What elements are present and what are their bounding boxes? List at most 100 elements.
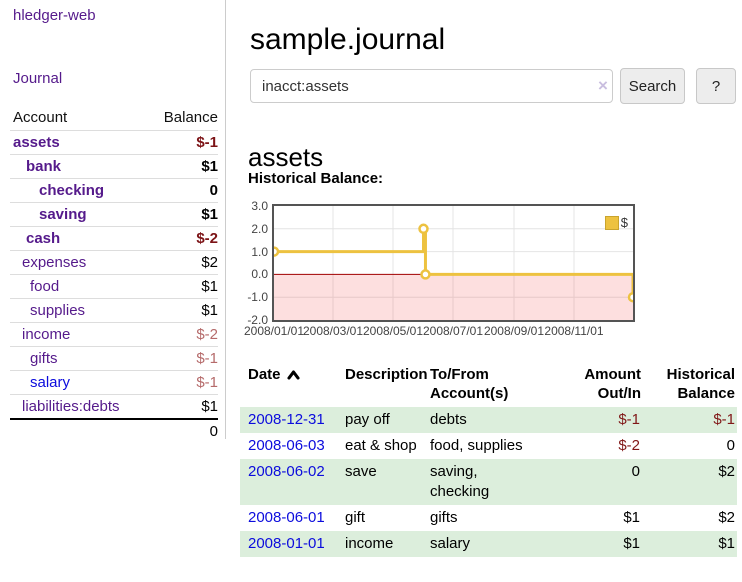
sidebar-account-link[interactable]: salary: [30, 374, 71, 391]
sidebar-account-balance: $-2: [196, 230, 218, 247]
accounts-header-balance: Balance: [163, 109, 218, 126]
register-description-cell: pay off: [345, 411, 390, 428]
balance-chart: $: [272, 204, 635, 322]
column-header-description: Description: [345, 366, 428, 383]
sidebar-account-balance: $1: [201, 158, 218, 175]
sidebar-account-row: expenses $2: [10, 250, 218, 274]
sort-ascending-icon: [286, 366, 300, 385]
sidebar-account-balance: 0: [209, 182, 218, 199]
register-tofrom-cell: saving, checking: [430, 463, 490, 500]
x-axis-tick-label: 2008/01/01: [243, 324, 305, 338]
sidebar-account-balance: $2: [201, 254, 218, 271]
accounts-total-row: 0: [10, 418, 218, 443]
sidebar-account-link[interactable]: food: [30, 278, 60, 295]
sidebar-divider: [225, 0, 226, 439]
chart-legend: $: [604, 215, 628, 230]
chart-canvas: [274, 206, 633, 320]
search-input[interactable]: [250, 69, 613, 103]
register-description-cell: eat & shop: [345, 437, 417, 454]
x-axis-tick-label: 2008/03/01: [302, 324, 364, 338]
transaction-date-link[interactable]: 2008-06-02: [248, 463, 325, 480]
register-date-cell: 2008-06-01: [240, 505, 340, 531]
sidebar-account-link[interactable]: checking: [39, 182, 105, 199]
register-row: 2008-06-03 eat & shop food, supplies $-2 0: [240, 433, 737, 459]
register-description-cell: save: [345, 463, 377, 480]
legend-label: $: [620, 215, 628, 230]
sidebar-account-row: supplies $1: [10, 298, 218, 322]
register-balance-cell: $2: [718, 463, 735, 480]
sidebar-account-row: salary $-1: [10, 370, 218, 394]
register-amount-cell: $-1: [618, 411, 640, 428]
register-row: 2008-12-31 pay off debts $-1 $-1: [240, 407, 737, 433]
sidebar-account-balance: $1: [201, 302, 218, 319]
sidebar-account-row: income $-2: [10, 322, 218, 346]
y-axis-tick-label: 3.0: [251, 199, 268, 213]
sidebar-account-link[interactable]: expenses: [22, 254, 87, 271]
accounts-header-row: Account Balance: [10, 106, 218, 130]
search-button[interactable]: Search: [620, 68, 685, 104]
register-balance-cell: $-1: [713, 411, 735, 428]
help-button[interactable]: ?: [696, 68, 736, 104]
accounts-total-balance: 0: [209, 423, 218, 440]
column-header-balance: Historical Balance: [666, 366, 735, 402]
chart-heading: Historical Balance:: [248, 170, 384, 187]
register-tofrom-cell: gifts: [430, 509, 458, 526]
sidebar-account-row: cash $-2: [10, 226, 218, 250]
brand-link[interactable]: hledger-web: [13, 7, 96, 24]
column-header-tofrom: To/From Account(s): [430, 366, 509, 402]
register-amount-cell: $1: [623, 535, 640, 552]
sidebar-account-balance: $1: [201, 278, 218, 295]
y-axis-tick-label: 2.0: [251, 221, 268, 236]
legend-swatch: [604, 215, 619, 230]
sidebar-account-link[interactable]: income: [22, 326, 71, 343]
sidebar-account-link[interactable]: saving: [39, 206, 87, 223]
sidebar-account-link[interactable]: cash: [26, 230, 61, 247]
sidebar-account-link[interactable]: assets: [13, 134, 60, 151]
register-row: 2008-06-01 gift gifts $1 $2: [240, 505, 737, 531]
sidebar-account-link[interactable]: gifts: [30, 350, 58, 367]
column-header-amount: Amount Out/In: [584, 366, 641, 402]
sidebar-account-row: liabilities:debts $1: [10, 394, 218, 418]
register-amount-cell: 0: [631, 463, 640, 480]
register-description-cell: income: [345, 535, 394, 552]
register-balance-cell: 0: [726, 437, 735, 454]
register-row: 2008-01-01 income salary $1 $1: [240, 531, 737, 557]
register-date-cell: 2008-12-31: [240, 407, 340, 433]
y-axis-tick-label: 1.0: [251, 244, 268, 259]
y-axis-tick-label: -1.0: [247, 290, 268, 305]
page-title: sample.journal: [250, 23, 446, 57]
transaction-date-link[interactable]: 2008-06-03: [248, 437, 325, 454]
sidebar-account-link[interactable]: bank: [26, 158, 62, 175]
x-axis-tick-label: 2008/09/01: [483, 324, 545, 338]
clear-search-icon[interactable]: ×: [598, 76, 608, 95]
sidebar-account-balance: $-1: [196, 350, 218, 367]
sidebar-account-link[interactable]: supplies: [30, 302, 86, 319]
register-row: 2008-06-02 save saving, checking 0 $2: [240, 459, 737, 505]
register-description-cell: gift: [345, 509, 366, 526]
sidebar-account-balance: $-1: [196, 134, 218, 151]
sidebar-account-balance: $-2: [196, 326, 218, 343]
column-header-date[interactable]: Date: [240, 363, 340, 407]
sidebar-account-row: bank $1: [10, 154, 218, 178]
register-balance-cell: $1: [718, 535, 735, 552]
accounts-tree: Account Balance assets $-1 bank $1 checking 0…: [10, 106, 218, 443]
account-heading: assets: [248, 141, 324, 172]
sidebar-account-balance: $-1: [196, 374, 218, 391]
register-date-cell: 2008-06-02: [240, 459, 340, 505]
sidebar-item-journal[interactable]: Journal: [13, 70, 63, 87]
x-axis-tick-label: 2008/11/01: [544, 324, 604, 338]
sidebar-account-link[interactable]: liabilities:debts: [22, 398, 120, 415]
register-date-cell: 2008-01-01: [240, 531, 340, 557]
transaction-date-link[interactable]: 2008-01-01: [248, 535, 325, 552]
x-axis-tick-label: 2008/07/01: [422, 324, 484, 338]
register-amount-cell: $-2: [618, 437, 640, 454]
sidebar-account-row: assets $-1: [10, 130, 218, 154]
accounts-header-account: Account: [13, 109, 68, 126]
register-tofrom-cell: debts: [430, 411, 467, 428]
transaction-date-link[interactable]: 2008-12-31: [248, 411, 325, 428]
sidebar-account-balance: $1: [201, 398, 218, 415]
register-table: Date Description To/From Account(s) Amou…: [240, 363, 737, 557]
transaction-date-link[interactable]: 2008-06-01: [248, 509, 325, 526]
sidebar-account-balance: $1: [201, 206, 218, 223]
